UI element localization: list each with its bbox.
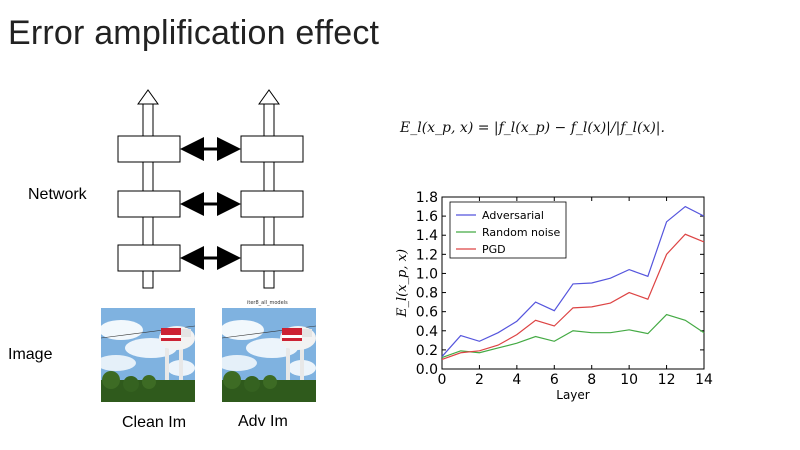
clean-layer-box: [117, 190, 181, 218]
y-tick-label: 0.4: [416, 324, 438, 340]
y-tick-label: 1.4: [416, 228, 438, 244]
y-axis-label: E_l(x_p, x): [395, 249, 410, 318]
slide-title: Error amplification effect: [8, 14, 380, 52]
image-label: Image: [8, 346, 53, 363]
adversarial-image: [222, 308, 316, 402]
x-tick-label: 0: [438, 372, 447, 388]
legend-entry: PGD: [482, 243, 506, 256]
x-tick-label: 4: [512, 372, 521, 388]
adv-layer-box: [240, 244, 304, 272]
error-formula: E_l(x_p, x) = |f_l(x_p) − f_l(x)|/|f_l(x…: [400, 120, 665, 136]
y-tick-label: 1.0: [416, 266, 438, 282]
x-tick-label: 10: [620, 372, 638, 388]
x-tick-label: 2: [475, 372, 484, 388]
series-line-adversarial: [441, 205, 705, 357]
y-tick-label: 1.2: [416, 247, 438, 263]
x-tick-label: 12: [658, 372, 676, 388]
y-tick-label: 1.8: [416, 190, 438, 206]
adv-layer-box: [240, 135, 304, 163]
legend-entry: Random noise: [482, 226, 561, 239]
clean-network-tower: [117, 89, 181, 289]
x-axis-label: Layer: [556, 388, 590, 402]
y-tick-label: 0.6: [416, 305, 438, 321]
network-label: Network: [28, 186, 87, 203]
error-chart: 0.0 0.2 0.4 0.6 0.8 1.0 1.2 1.4 1.6 1.8 0 2 4 6 8 10 12 1…: [395, 190, 713, 402]
series-line-pgd: [441, 233, 705, 361]
clean-image: [101, 308, 195, 402]
adv-image-caption-label: Adv Im: [238, 413, 288, 430]
adv-network-tower: [240, 89, 304, 289]
clean-image-caption: Clean Im: [122, 414, 187, 431]
y-tick-label: 0.2: [416, 343, 438, 359]
adv-layer-box: [240, 190, 304, 218]
x-tick-label: 6: [550, 372, 559, 388]
legend-entry: Adversarial: [482, 209, 544, 222]
y-tick-label: 0.0: [416, 362, 438, 378]
y-tick-label: 1.6: [416, 209, 438, 225]
clean-layer-box: [117, 244, 181, 272]
series-line-random-noise: [441, 313, 705, 359]
adv-image-caption: iter8_all_models: [247, 300, 288, 306]
x-tick-label: 14: [695, 372, 713, 388]
clean-layer-box: [117, 135, 181, 163]
y-tick-label: 0.8: [416, 286, 438, 302]
x-tick-label: 8: [587, 372, 596, 388]
